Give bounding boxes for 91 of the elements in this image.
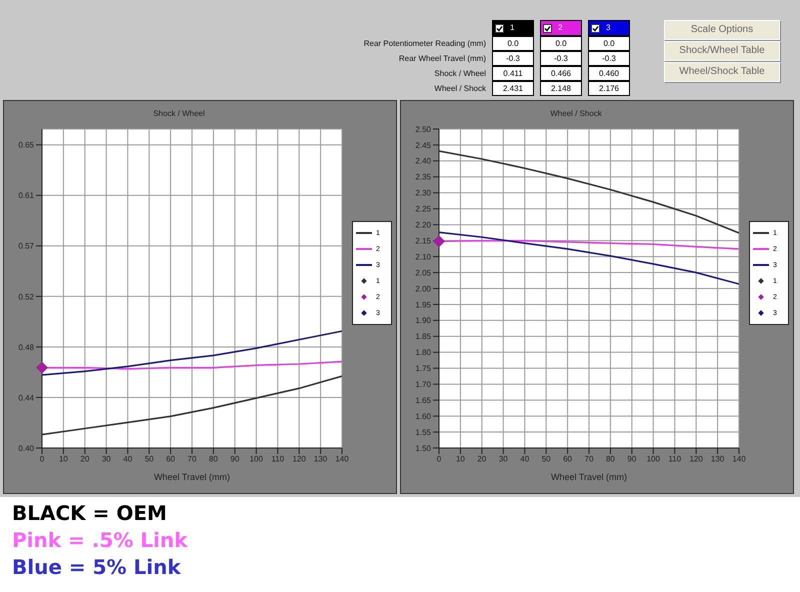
category-label: Rear Potentiometer Reading (mm): [364, 39, 486, 48]
y-tick-label: 1.75: [415, 364, 432, 374]
text: 0.0: [555, 39, 567, 48]
y-tick-label: 0.44: [18, 393, 35, 402]
y-tick-label: 2.05: [415, 268, 432, 278]
x-tick-label: 100: [646, 454, 661, 464]
text: 0.411: [503, 69, 523, 78]
text: 0.466: [550, 69, 572, 78]
category-label: 3: [606, 23, 610, 32]
text: -0.3: [506, 54, 520, 63]
y-tick-label: 2.10: [415, 252, 432, 262]
y-tick-label: 0.48: [18, 342, 35, 352]
y-tick-label: 0.52: [18, 292, 35, 302]
x-tick-label: 50: [144, 454, 154, 464]
y-tick-label: 2.20: [415, 220, 432, 230]
y-tick-label: 1.85: [415, 332, 432, 342]
text: 0.0: [507, 39, 519, 48]
y-tick-label: 2.45: [415, 140, 432, 150]
chart-title: Shock / Wheel: [152, 109, 206, 118]
x-tick-label: 140: [732, 454, 746, 464]
y-tick-label: 1.60: [415, 412, 432, 421]
line-series: [42, 375, 342, 436]
text: 0.460: [598, 69, 620, 78]
category-label: Rear Wheel Travel (mm): [398, 54, 486, 63]
x-tick-label: 0: [40, 454, 45, 464]
text: 2.148: [550, 84, 572, 93]
category-label: Shock / Wheel: [434, 69, 486, 78]
text: 2.176: [598, 84, 620, 93]
x-tick-label: 130: [710, 454, 725, 464]
x-axis-title: Wheel Travel (mm): [154, 472, 230, 482]
x-tick-label: 30: [102, 454, 112, 464]
x-tick-label: 130: [314, 454, 328, 464]
x-tick-label: 110: [668, 454, 682, 464]
x-tick-label: 50: [542, 454, 552, 464]
x-tick-label: 90: [627, 454, 637, 464]
category-label: 1: [510, 23, 514, 32]
y-tick-label: 1.50: [415, 444, 432, 453]
text: Scale Options: [664, 20, 780, 40]
x-tick-label: 70: [188, 454, 197, 464]
x-tick-label: 30: [498, 454, 508, 464]
text: 0.0: [603, 39, 615, 48]
line-series: [439, 232, 739, 285]
y-tick-label: 1.65: [415, 396, 432, 405]
x-axis-title: Wheel Travel (mm): [550, 472, 628, 482]
y-tick-label: 0.61: [18, 191, 35, 200]
x-tick-label: 90: [230, 454, 240, 464]
x-tick-label: 70: [584, 454, 594, 464]
y-tick-label: 2.35: [415, 172, 432, 182]
line-series: [42, 330, 342, 376]
y-tick-label: 1.90: [415, 316, 432, 326]
x-tick-label: 10: [456, 454, 466, 464]
category-label: Wheel / Shock: [434, 84, 486, 93]
x-tick-label: 110: [271, 454, 285, 464]
text: Shock/Wheel Table: [664, 41, 780, 61]
x-tick-label: 100: [250, 454, 264, 464]
x-tick-label: 120: [292, 454, 306, 464]
y-tick-label: 2.25: [415, 204, 432, 214]
x-tick-label: 0: [436, 454, 442, 464]
x-tick-label: 40: [520, 454, 530, 464]
x-tick-label: 10: [58, 454, 68, 464]
x-tick-label: 80: [606, 454, 616, 464]
y-tick-label: 0.40: [18, 444, 35, 453]
y-tick-label: 1.80: [415, 348, 432, 358]
text: 2.431: [502, 84, 524, 93]
text: Blue = 5% Link: [12, 555, 181, 579]
y-tick-label: 2.40: [415, 156, 432, 166]
text: -0.3: [602, 54, 616, 63]
text: BLACK = OEM: [12, 501, 167, 525]
y-tick-label: 2.50: [415, 124, 432, 134]
x-tick-label: 20: [477, 454, 487, 464]
y-tick-label: 2.15: [415, 236, 432, 246]
x-tick-label: 60: [563, 454, 573, 464]
text: -0.3: [554, 54, 568, 63]
x-tick-label: 140: [335, 454, 350, 464]
x-tick-label: 40: [123, 454, 133, 464]
x-tick-label: 60: [166, 454, 176, 464]
x-tick-label: 120: [689, 454, 704, 464]
x-tick-label: 20: [80, 454, 90, 464]
y-tick-label: 2.30: [415, 188, 432, 198]
y-tick-label: 2.00: [415, 284, 432, 294]
y-tick-label: 0.65: [18, 140, 35, 150]
category-label: 2: [558, 23, 562, 32]
x-tick-label: 80: [208, 454, 218, 464]
y-tick-label: 0.57: [18, 242, 35, 251]
line-series: [439, 150, 739, 234]
y-tick-label: 1.55: [415, 428, 432, 437]
chart-title: Wheel / Shock: [549, 109, 603, 118]
text: Wheel/Shock Table: [664, 62, 780, 82]
y-tick-label: 1.70: [415, 380, 432, 390]
text: Pink = .5% Link: [12, 528, 188, 552]
y-tick-label: 1.95: [415, 300, 432, 310]
